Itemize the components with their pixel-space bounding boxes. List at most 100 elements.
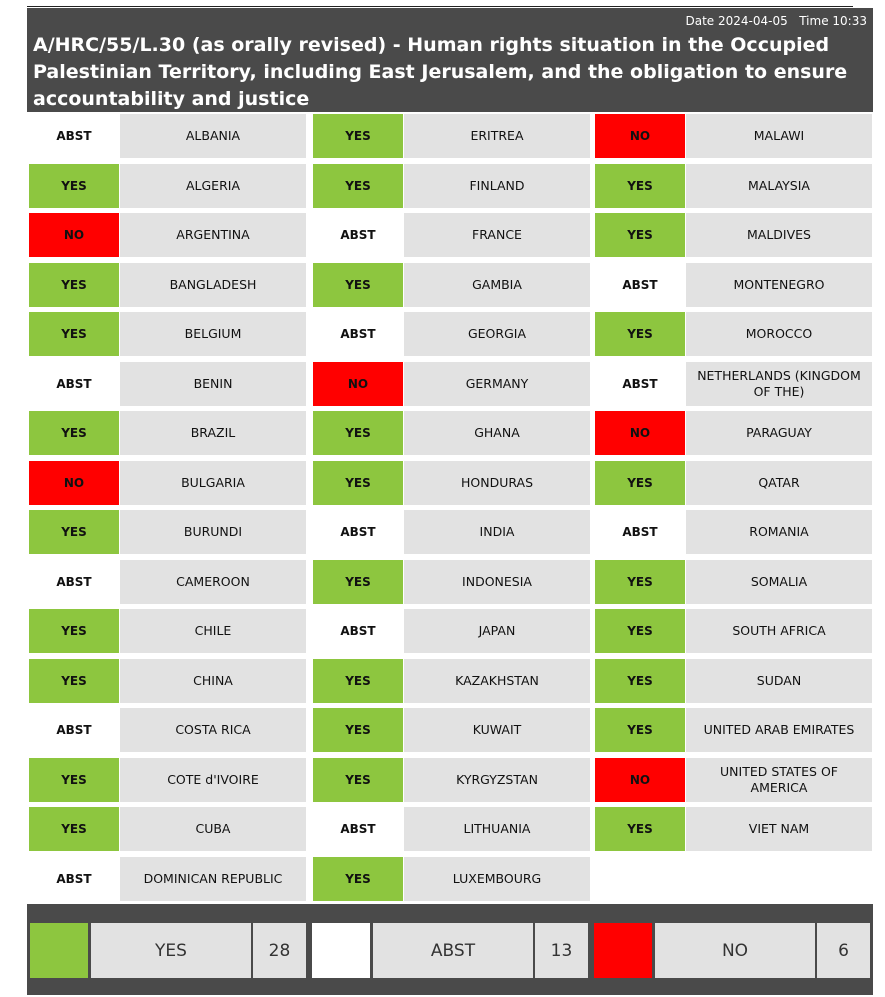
vote-row: YES KYRGYZSTAN <box>311 756 593 805</box>
vote-badge: YES <box>313 460 403 505</box>
country-name: SUDAN <box>686 658 872 703</box>
vote-row: YES BANGLADESH <box>27 261 309 310</box>
vote-row: YES BURUNDI <box>27 508 309 557</box>
vote-badge: YES <box>29 757 119 802</box>
vote-badge: ABST <box>313 312 403 356</box>
country-name: QATAR <box>686 460 872 505</box>
vote-badge: YES <box>29 807 119 851</box>
country-name: INDIA <box>404 510 590 554</box>
vote-badge: NO <box>595 411 685 455</box>
vote-row: YES FINLAND <box>311 162 593 211</box>
vote-row: YES KUWAIT <box>311 706 593 755</box>
vote-badge: NO <box>29 213 119 257</box>
time-value: 10:33 <box>832 14 867 28</box>
vote-row: YES CUBA <box>27 805 309 854</box>
summary-yes: YES 28 <box>30 923 306 978</box>
vote-row: ABST ALBANIA <box>27 112 309 161</box>
vote-row: YES BELGIUM <box>27 310 309 359</box>
vote-row: YES UNITED ARAB EMIRATES <box>593 706 875 755</box>
vote-row: YES SOUTH AFRICA <box>593 607 875 656</box>
yes-swatch <box>30 923 88 978</box>
vote-row: ABST NETHERLANDS (KINGDOM OF THE) <box>593 360 875 409</box>
country-name: KYRGYZSTAN <box>404 757 590 802</box>
vote-badge: ABST <box>313 510 403 554</box>
country-name: GAMBIA <box>404 262 590 307</box>
vote-badge: YES <box>29 163 119 208</box>
country-name: UNITED STATES OF AMERICA <box>686 757 872 802</box>
vote-badge: YES <box>595 312 685 356</box>
abst-swatch <box>312 923 370 978</box>
vote-row: ABST GEORGIA <box>311 310 593 359</box>
country-name: FRANCE <box>404 213 590 257</box>
vote-row: NO BULGARIA <box>27 459 309 508</box>
country-name: SOUTH AFRICA <box>686 609 872 653</box>
date-label: Date <box>685 14 715 28</box>
vote-badge: YES <box>313 757 403 802</box>
country-name: MALDIVES <box>686 213 872 257</box>
country-name: BRAZIL <box>120 411 306 455</box>
vote-badge: YES <box>29 609 119 653</box>
country-name: VIET NAM <box>686 807 872 851</box>
vote-row: YES GAMBIA <box>311 261 593 310</box>
country-name: NETHERLANDS (KINGDOM OF THE) <box>686 361 872 406</box>
country-name: ALGERIA <box>120 163 306 208</box>
vote-row: YES VIET NAM <box>593 805 875 854</box>
vote-row: YES MALAYSIA <box>593 162 875 211</box>
vote-badge: YES <box>595 708 685 752</box>
country-name: JAPAN <box>404 609 590 653</box>
vote-badge: ABST <box>595 510 685 554</box>
vote-row: ABST INDIA <box>311 508 593 557</box>
vote-badge: YES <box>595 559 685 604</box>
country-name: UNITED ARAB EMIRATES <box>686 708 872 752</box>
country-name: BENIN <box>120 361 306 406</box>
vote-badge: ABST <box>595 262 685 307</box>
country-name: MALAYSIA <box>686 163 872 208</box>
vote-badge: YES <box>313 559 403 604</box>
vote-row: YES ALGERIA <box>27 162 309 211</box>
date-time: Date 2024-04-05 Time 10:33 <box>685 14 867 28</box>
vote-row: ABST JAPAN <box>311 607 593 656</box>
no-count: 6 <box>817 923 870 978</box>
country-name: GERMANY <box>404 361 590 406</box>
vote-row: YES ERITREA <box>311 112 593 161</box>
vote-row: YES KAZAKHSTAN <box>311 657 593 706</box>
vote-row: YES CHILE <box>27 607 309 656</box>
country-name: CUBA <box>120 807 306 851</box>
vote-badge: YES <box>595 658 685 703</box>
vote-badge: YES <box>595 460 685 505</box>
vote-badge: YES <box>29 312 119 356</box>
country-name: SOMALIA <box>686 559 872 604</box>
vote-badge: YES <box>595 213 685 257</box>
country-name: ROMANIA <box>686 510 872 554</box>
vote-badge: NO <box>313 361 403 406</box>
country-name: FINLAND <box>404 163 590 208</box>
abst-count: 13 <box>535 923 588 978</box>
vote-badge: YES <box>595 807 685 851</box>
vote-badge: YES <box>595 609 685 653</box>
vote-badge: YES <box>313 658 403 703</box>
vote-row: ABST DOMINICAN REPUBLIC <box>27 855 309 904</box>
vote-badge: ABST <box>595 361 685 406</box>
vote-row: ABST BENIN <box>27 360 309 409</box>
vote-badge: YES <box>313 708 403 752</box>
country-name: ALBANIA <box>120 114 306 158</box>
vote-badge: NO <box>29 460 119 505</box>
vote-row: YES COTE d'IVOIRE <box>27 756 309 805</box>
vote-row: YES MALDIVES <box>593 211 875 260</box>
summary-abst: ABST 13 <box>312 923 588 978</box>
vote-badge: ABST <box>29 856 119 901</box>
vote-badge: NO <box>595 114 685 158</box>
abst-label: ABST <box>373 923 533 978</box>
vote-row: ABST ROMANIA <box>593 508 875 557</box>
vote-badge: ABST <box>313 609 403 653</box>
vote-badge: YES <box>29 658 119 703</box>
vote-row: YES GHANA <box>311 409 593 458</box>
vote-row: YES INDONESIA <box>311 558 593 607</box>
summary-no: NO 6 <box>594 923 870 978</box>
vote-badge: YES <box>313 262 403 307</box>
vote-badge: ABST <box>29 114 119 158</box>
vote-row: ABST FRANCE <box>311 211 593 260</box>
summary-bar: YES 28 ABST 13 NO 6 <box>27 904 873 995</box>
vote-badge: YES <box>595 163 685 208</box>
vote-row: YES LUXEMBOURG <box>311 855 593 904</box>
